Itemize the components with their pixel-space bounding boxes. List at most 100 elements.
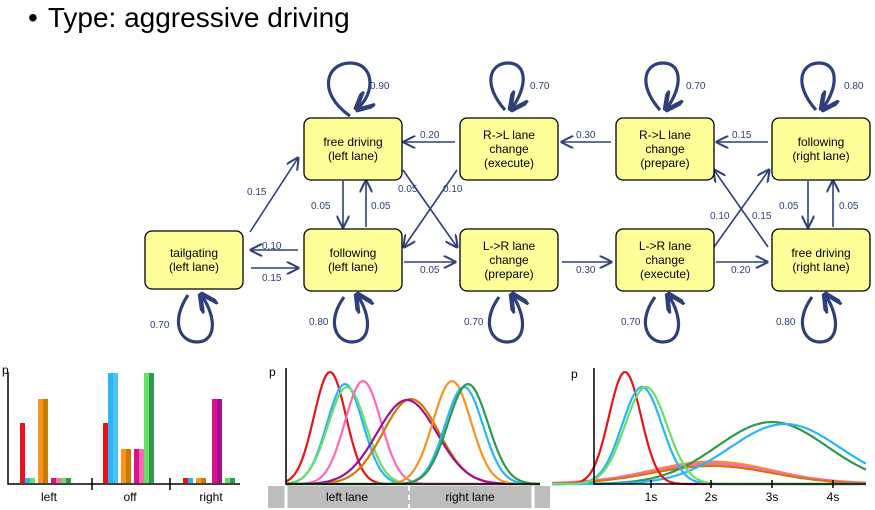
lane-chart-axes bbox=[285, 368, 540, 485]
bar-chart-xtick-left: left bbox=[41, 490, 58, 504]
prob-rlexec-to-free: 0.20 bbox=[420, 130, 440, 141]
loop-rl-exec bbox=[489, 61, 523, 110]
bullet: • bbox=[28, 2, 38, 33]
bar-off-darkgreen bbox=[149, 373, 154, 483]
state-label-line: (prepare) bbox=[484, 267, 533, 281]
state-label-line: L->R lane bbox=[639, 239, 692, 253]
prob-freer-to-followr: 0.05 bbox=[839, 201, 859, 212]
state-diagram: tailgating (left lane) free driving (left … bbox=[144, 61, 871, 344]
state-label-line: change bbox=[489, 142, 529, 156]
prob-follow-to-free: 0.05 bbox=[371, 201, 391, 212]
time-chart-xtick-3s: 3s bbox=[766, 490, 779, 504]
prob-lrexec-to-freer: 0.20 bbox=[731, 265, 751, 276]
bar-left-magenta bbox=[51, 478, 56, 483]
loop-free-left bbox=[327, 61, 370, 118]
prob-loop-follow-right: 0.80 bbox=[844, 81, 864, 92]
time-chart-xtick-2s: 2s bbox=[705, 490, 718, 504]
time-chart-xtick-4s: 4s bbox=[827, 490, 840, 504]
lane-chart-xtick-left-lane: left lane bbox=[326, 490, 368, 504]
lane-chart-ylabel: p bbox=[269, 365, 276, 379]
bar-off-red bbox=[103, 423, 108, 483]
bar-left-green bbox=[30, 478, 35, 483]
state-lr-change-prepare-label: L->R lane change (prepare) bbox=[483, 239, 536, 281]
prob-freer-to-rlprep: 0.10 bbox=[710, 211, 730, 222]
state-following-right-label: following (right lane) bbox=[792, 135, 849, 163]
state-lr-change-prepare bbox=[459, 228, 559, 292]
loop-follow-left bbox=[332, 296, 367, 344]
state-label-line: (execute) bbox=[484, 156, 534, 170]
state-free-driving-right bbox=[771, 228, 871, 292]
bar-left-brown bbox=[43, 399, 48, 483]
time-density-curves bbox=[551, 371, 867, 486]
time-chart-xtick-1s: 1s bbox=[645, 490, 658, 504]
self-loops bbox=[176, 61, 835, 344]
state-label-line: free driving bbox=[791, 246, 850, 260]
state-label-line: L->R lane bbox=[483, 239, 536, 253]
loop-lr-prep bbox=[487, 296, 522, 344]
prob-rlprep-to-rlexec: 0.30 bbox=[576, 130, 596, 141]
bar-off-brown bbox=[126, 449, 131, 483]
prob-loop-rl-exec: 0.70 bbox=[530, 81, 550, 92]
bar-off-orange bbox=[121, 449, 126, 483]
lane-curve-0 bbox=[285, 370, 540, 486]
state-lr-change-execute bbox=[615, 228, 715, 292]
state-label-line: (prepare) bbox=[640, 156, 689, 170]
state-label-line: R->L lane bbox=[483, 128, 535, 142]
state-following-left-label: following (left lane) bbox=[328, 246, 378, 274]
state-following-left bbox=[303, 228, 403, 292]
state-label-line: (right lane) bbox=[792, 149, 849, 163]
state-following-right bbox=[771, 117, 871, 181]
arrow-tail-to-free bbox=[249, 158, 298, 233]
bar-off-lightblue bbox=[113, 373, 118, 483]
bar-left-orange bbox=[38, 399, 43, 483]
bar-off-magenta bbox=[134, 449, 139, 483]
bar-chart-xtick-right: right bbox=[199, 490, 223, 504]
title-text: Type: aggressive driving bbox=[47, 2, 350, 33]
arrow-rlexec-to-follow bbox=[404, 169, 458, 247]
bar-off-pink bbox=[139, 449, 144, 483]
time-chart: p 1s 2s 3s 4s bbox=[551, 367, 867, 504]
bar-off-blue bbox=[108, 373, 113, 483]
prob-loop-free-left: 0.90 bbox=[370, 81, 390, 92]
bar-right-purple bbox=[217, 399, 222, 483]
time-curve-5 bbox=[552, 371, 866, 486]
state-tailgating-label: tailgating (left lane) bbox=[169, 246, 219, 274]
state-label-line: free driving bbox=[323, 135, 382, 149]
lane-curve-5 bbox=[286, 398, 540, 486]
prob-loop-tailgating: 0.70 bbox=[150, 320, 170, 331]
prob-loop-follow-left: 0.80 bbox=[309, 317, 329, 328]
state-rl-change-execute-label: R->L lane change (execute) bbox=[483, 128, 535, 170]
prob-lrexec-to-followr: 0.15 bbox=[752, 211, 772, 222]
transition-arrows bbox=[249, 142, 833, 268]
prob-followr-to-freer: 0.05 bbox=[779, 201, 799, 212]
lane-density-curves bbox=[285, 370, 540, 486]
bar-right-red bbox=[183, 478, 188, 483]
loop-lr-exec bbox=[643, 296, 678, 344]
bar-right-magenta bbox=[212, 399, 217, 483]
state-label-line: change bbox=[645, 253, 685, 267]
state-label-line: change bbox=[645, 142, 685, 156]
loop-follow-right bbox=[800, 61, 834, 110]
state-boxes: tailgating (left lane) free driving (left … bbox=[144, 117, 871, 292]
bar-chart-ylabel: p bbox=[2, 363, 9, 377]
state-free-driving-left bbox=[303, 117, 403, 181]
bar-left-pink bbox=[56, 478, 61, 483]
lane-chart: p left lane right lane bbox=[268, 365, 550, 508]
bar-left-darkgreen bbox=[66, 478, 71, 483]
bar-left-red bbox=[20, 423, 25, 483]
prob-follow-to-lrprep: 0.05 bbox=[420, 265, 440, 276]
state-rl-change-prepare bbox=[615, 117, 715, 181]
arrow-lrexec-to-followr bbox=[713, 170, 769, 248]
bar-right-darkgreen bbox=[230, 478, 235, 483]
time-chart-ylabel: p bbox=[571, 367, 578, 381]
bar-chart: p bbox=[2, 363, 240, 504]
state-label-line: R->L lane bbox=[639, 128, 691, 142]
state-label-line: following bbox=[330, 246, 377, 260]
prob-rlexec-to-follow: 0.10 bbox=[443, 184, 463, 195]
state-free-driving-left-label: free driving (left lane) bbox=[323, 135, 382, 163]
state-label-line: (left lane) bbox=[169, 260, 219, 274]
bar-right-green bbox=[225, 478, 230, 483]
time-curve-2 bbox=[551, 465, 866, 485]
state-label-line: (right lane) bbox=[792, 260, 849, 274]
